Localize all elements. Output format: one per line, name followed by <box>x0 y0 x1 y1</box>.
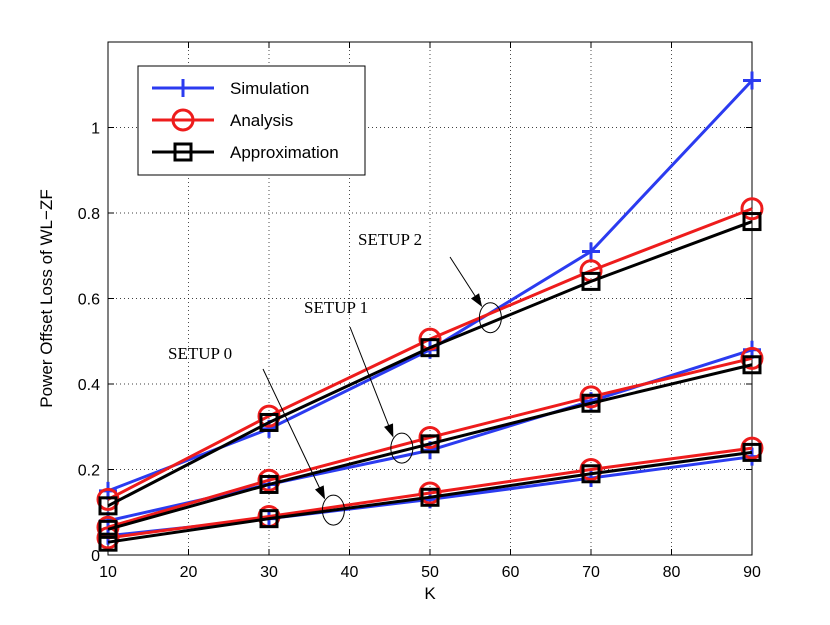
data-point <box>743 71 761 90</box>
y-tick-label: 0.2 <box>78 463 100 480</box>
arrow-head <box>470 293 483 307</box>
series-line <box>107 446 753 540</box>
annotation-label: SETUP 2 <box>358 230 422 249</box>
data-point <box>98 519 118 539</box>
annotation-ellipse <box>390 432 414 464</box>
legend-label: Analysis <box>230 111 293 130</box>
x-tick-label: 50 <box>421 564 439 581</box>
x-tick-label: 60 <box>502 564 520 581</box>
y-axis-label: Power Offset Loss of WL−ZF <box>37 189 56 407</box>
annotation-arrow <box>262 368 325 499</box>
x-tick-label: 10 <box>99 564 117 581</box>
data-point <box>740 346 764 370</box>
annotation-setup-0: SETUP 0 <box>168 344 345 526</box>
annotation-ellipse <box>478 302 502 334</box>
y-tick-label: 0 <box>91 548 100 565</box>
legend-entry-approximation: Approximation <box>152 142 339 162</box>
annotation-ellipse <box>321 494 345 526</box>
data-point <box>259 474 279 494</box>
legend-entry-simulation: Simulation <box>152 79 309 98</box>
y-tick-label: 0.4 <box>78 377 100 394</box>
arrow-head <box>314 485 326 500</box>
x-tick-label: 80 <box>663 564 681 581</box>
data-point <box>742 355 762 375</box>
data-point <box>420 338 440 358</box>
data-point <box>259 412 279 432</box>
x-tick-label: 70 <box>582 564 600 581</box>
series-line <box>107 220 753 508</box>
series-line <box>107 356 753 529</box>
data-point <box>581 271 601 291</box>
series-line <box>107 450 753 544</box>
legend-label: Simulation <box>230 79 309 98</box>
data-point <box>742 212 762 232</box>
annotation-setup-2: SETUP 2 <box>358 230 502 334</box>
legend-marker <box>171 108 195 132</box>
x-tick-label: 30 <box>260 564 278 581</box>
legend-label: Approximation <box>230 143 339 162</box>
series-layer <box>96 71 764 552</box>
axis-ticks: 10 20 30 40 50 60 70 80 90 0 0.2 0.4 0.6 0.8 1 <box>78 42 761 581</box>
x-tick-label: 40 <box>341 564 359 581</box>
x-tick-label: 20 <box>180 564 198 581</box>
data-point <box>582 242 600 261</box>
data-point <box>259 509 279 529</box>
y-tick-label: 1 <box>91 121 100 138</box>
series-line <box>107 363 753 531</box>
data-point <box>742 442 762 462</box>
data-point <box>420 487 440 507</box>
legend-entry-analysis: Analysis <box>152 108 293 132</box>
series-approximation-setup-2 <box>98 212 762 516</box>
y-tick-label: 0.6 <box>78 292 100 309</box>
data-point <box>420 434 440 454</box>
arrow-head <box>384 423 394 438</box>
data-point <box>257 404 281 428</box>
data-point <box>98 496 118 516</box>
x-axis-label: K <box>424 584 436 603</box>
data-point <box>418 425 442 449</box>
data-point <box>740 197 764 221</box>
y-tick-label: 0.8 <box>78 206 100 223</box>
legend-marker <box>174 79 192 97</box>
series-approximation-setup-1 <box>98 355 762 539</box>
data-point <box>579 385 603 409</box>
series-approximation-setup-0 <box>98 442 762 552</box>
data-point <box>740 436 764 460</box>
annotations: SETUP 0 SETUP 1 SETUP 2 <box>168 230 502 526</box>
legend-marker <box>173 142 193 162</box>
data-point <box>257 468 281 492</box>
data-point <box>579 458 603 481</box>
annotation-arrow <box>349 326 394 437</box>
data-point <box>581 464 601 484</box>
annotation-setup-1: SETUP 1 <box>304 298 414 464</box>
data-point <box>98 532 118 552</box>
annotation-label: SETUP 0 <box>168 344 232 363</box>
data-point <box>581 393 601 413</box>
legend: Simulation Analysis Approximation <box>137 65 366 176</box>
x-tick-label: 90 <box>743 564 761 581</box>
data-point <box>418 481 442 505</box>
annotation-label: SETUP 1 <box>304 298 368 317</box>
